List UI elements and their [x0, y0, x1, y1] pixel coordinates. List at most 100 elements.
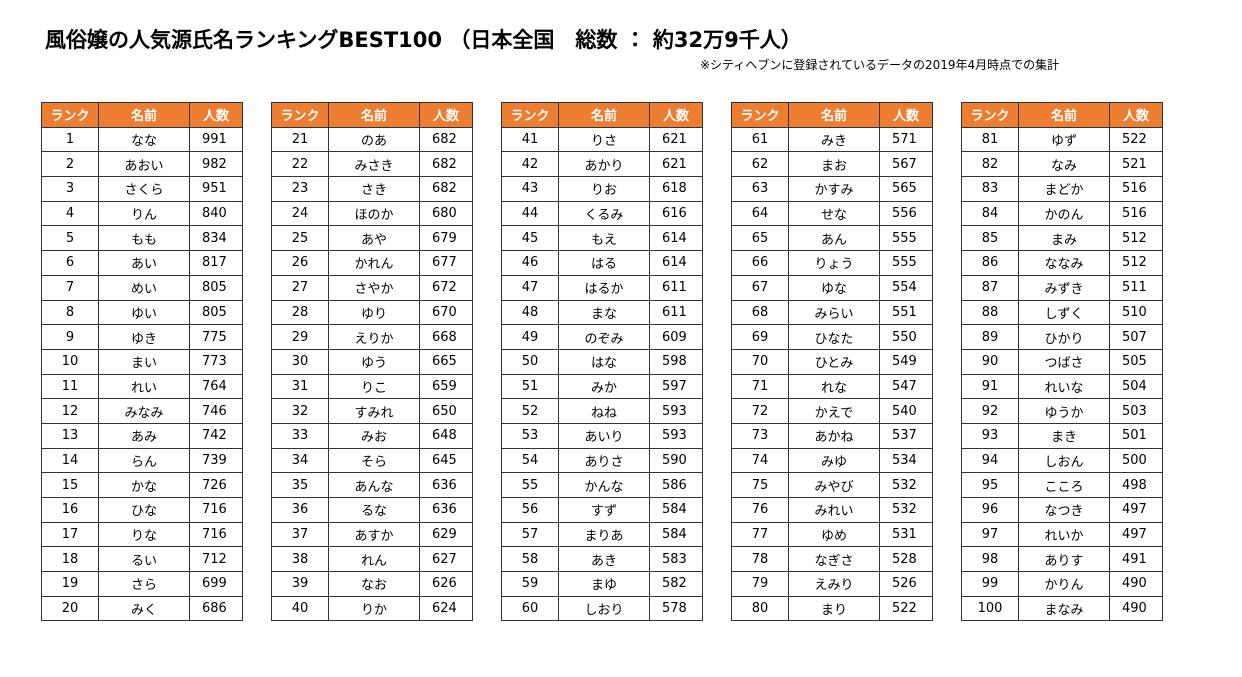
rank: 2 — [41, 151, 99, 178]
name: まどか — [1018, 176, 1110, 202]
row: 73 あかね 537 — [731, 422, 933, 449]
name: ゆい — [98, 299, 190, 326]
name: みれい — [788, 497, 880, 523]
name: あすか — [328, 521, 420, 548]
name: ありさ — [558, 447, 650, 474]
rank: 27 — [271, 274, 329, 301]
row: 60 しおり 578 — [501, 595, 703, 622]
header-cell: 名前 — [1018, 102, 1110, 128]
name: かえで — [788, 398, 880, 424]
count: 551 — [879, 299, 933, 326]
row: 90 つばさ 505 — [961, 348, 1163, 375]
rank: 1 — [41, 126, 99, 153]
name: まみ — [1018, 225, 1110, 252]
count: 773 — [189, 348, 243, 375]
row: 66 りょう 555 — [731, 250, 933, 276]
rank: 74 — [731, 447, 789, 474]
header-row: ランク 名前 人数 — [41, 102, 243, 128]
count: 616 — [649, 200, 703, 227]
row: 58 あき 583 — [501, 546, 703, 573]
rank: 45 — [501, 225, 559, 252]
rank: 13 — [41, 422, 99, 449]
row: 46 はる 614 — [501, 250, 703, 276]
row: 79 えみり 526 — [731, 571, 933, 597]
name: みく — [98, 595, 190, 622]
count: 726 — [189, 472, 243, 498]
row: 10 まい 773 — [41, 348, 243, 375]
row: 48 まな 611 — [501, 299, 703, 326]
name: あかり — [558, 151, 650, 178]
row: 42 あかり 621 — [501, 151, 703, 178]
name: れいか — [1018, 521, 1110, 548]
name: もも — [98, 225, 190, 252]
rank: 75 — [731, 472, 789, 498]
name: ゆう — [328, 348, 420, 375]
count: 609 — [649, 324, 703, 350]
rank: 12 — [41, 398, 99, 424]
table-head: ランク 名前 人数 — [271, 102, 473, 128]
name: りお — [558, 176, 650, 202]
row: 69 ひなた 550 — [731, 324, 933, 350]
table-body: 21 のあ 682 22 みさき 682 23 さき 682 24 ほのか 680 25 あや 679 26 か… — [271, 126, 473, 622]
rank: 21 — [271, 126, 329, 153]
rank: 25 — [271, 225, 329, 252]
ranking-table: ランク 名前 人数 41 りさ 621 42 あかり 621 43 りお 618 44 くるみ 616 45 も… — [501, 102, 703, 622]
row: 52 ねね 593 — [501, 398, 703, 424]
count: 504 — [1109, 373, 1163, 400]
row: 94 しおん 500 — [961, 447, 1163, 474]
rank: 93 — [961, 422, 1019, 449]
count: 670 — [419, 299, 473, 326]
count: 614 — [649, 225, 703, 252]
row: 75 みやび 532 — [731, 472, 933, 498]
name: かりん — [1018, 571, 1110, 597]
table-body: 81 ゆず 522 82 なみ 521 83 まどか 516 84 かのん 516 85 まみ 512 86 な… — [961, 126, 1163, 622]
name: ねね — [558, 398, 650, 424]
name: なつき — [1018, 497, 1110, 523]
name: はな — [558, 348, 650, 375]
header-cell: 人数 — [1109, 102, 1163, 128]
name: あんな — [328, 472, 420, 498]
rank: 63 — [731, 176, 789, 202]
row: 24 ほのか 680 — [271, 200, 473, 227]
row: 89 ひかり 507 — [961, 324, 1163, 350]
count: 507 — [1109, 324, 1163, 350]
row: 87 みずき 511 — [961, 274, 1163, 301]
row: 40 りか 624 — [271, 595, 473, 622]
row: 3 さくら 951 — [41, 176, 243, 202]
rank: 96 — [961, 497, 1019, 523]
rank: 100 — [961, 595, 1019, 622]
rank: 3 — [41, 176, 99, 202]
rank: 64 — [731, 200, 789, 227]
count: 621 — [649, 151, 703, 178]
name: つばさ — [1018, 348, 1110, 375]
name: まり — [788, 595, 880, 622]
count: 491 — [1109, 546, 1163, 573]
name: ゆめ — [788, 521, 880, 548]
count: 677 — [419, 250, 473, 276]
rank: 39 — [271, 571, 329, 597]
rank: 11 — [41, 373, 99, 400]
rank: 73 — [731, 422, 789, 449]
header-cell: 人数 — [419, 102, 473, 128]
row: 44 くるみ 616 — [501, 200, 703, 227]
name: はる — [558, 250, 650, 276]
count: 532 — [879, 472, 933, 498]
count: 526 — [879, 571, 933, 597]
name: なみ — [1018, 151, 1110, 178]
count: 500 — [1109, 447, 1163, 474]
row: 55 かんな 586 — [501, 472, 703, 498]
header-cell: 名前 — [328, 102, 420, 128]
rank: 36 — [271, 497, 329, 523]
table-head: ランク 名前 人数 — [41, 102, 243, 128]
rank: 81 — [961, 126, 1019, 153]
row: 20 みく 686 — [41, 595, 243, 622]
header-cell: 名前 — [98, 102, 190, 128]
count: 555 — [879, 225, 933, 252]
name: ゆき — [98, 324, 190, 350]
count: 645 — [419, 447, 473, 474]
header-row: ランク 名前 人数 — [271, 102, 473, 128]
row: 65 あん 555 — [731, 225, 933, 252]
row: 67 ゆな 554 — [731, 274, 933, 301]
row: 64 せな 556 — [731, 200, 933, 227]
rank: 83 — [961, 176, 1019, 202]
